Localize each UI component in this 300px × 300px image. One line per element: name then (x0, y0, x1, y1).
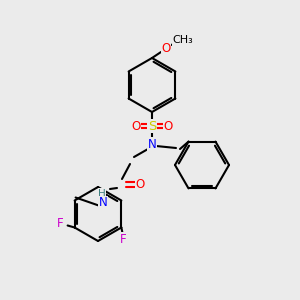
Text: S: S (148, 119, 156, 133)
Text: F: F (120, 233, 127, 246)
Text: F: F (57, 217, 64, 230)
Text: O: O (161, 41, 171, 55)
Text: O: O (135, 178, 145, 190)
Text: H: H (98, 189, 106, 199)
Text: N: N (148, 137, 156, 151)
Text: O: O (164, 119, 172, 133)
Text: N: N (99, 196, 107, 209)
Text: O: O (131, 119, 141, 133)
Text: CH₃: CH₃ (172, 35, 194, 45)
